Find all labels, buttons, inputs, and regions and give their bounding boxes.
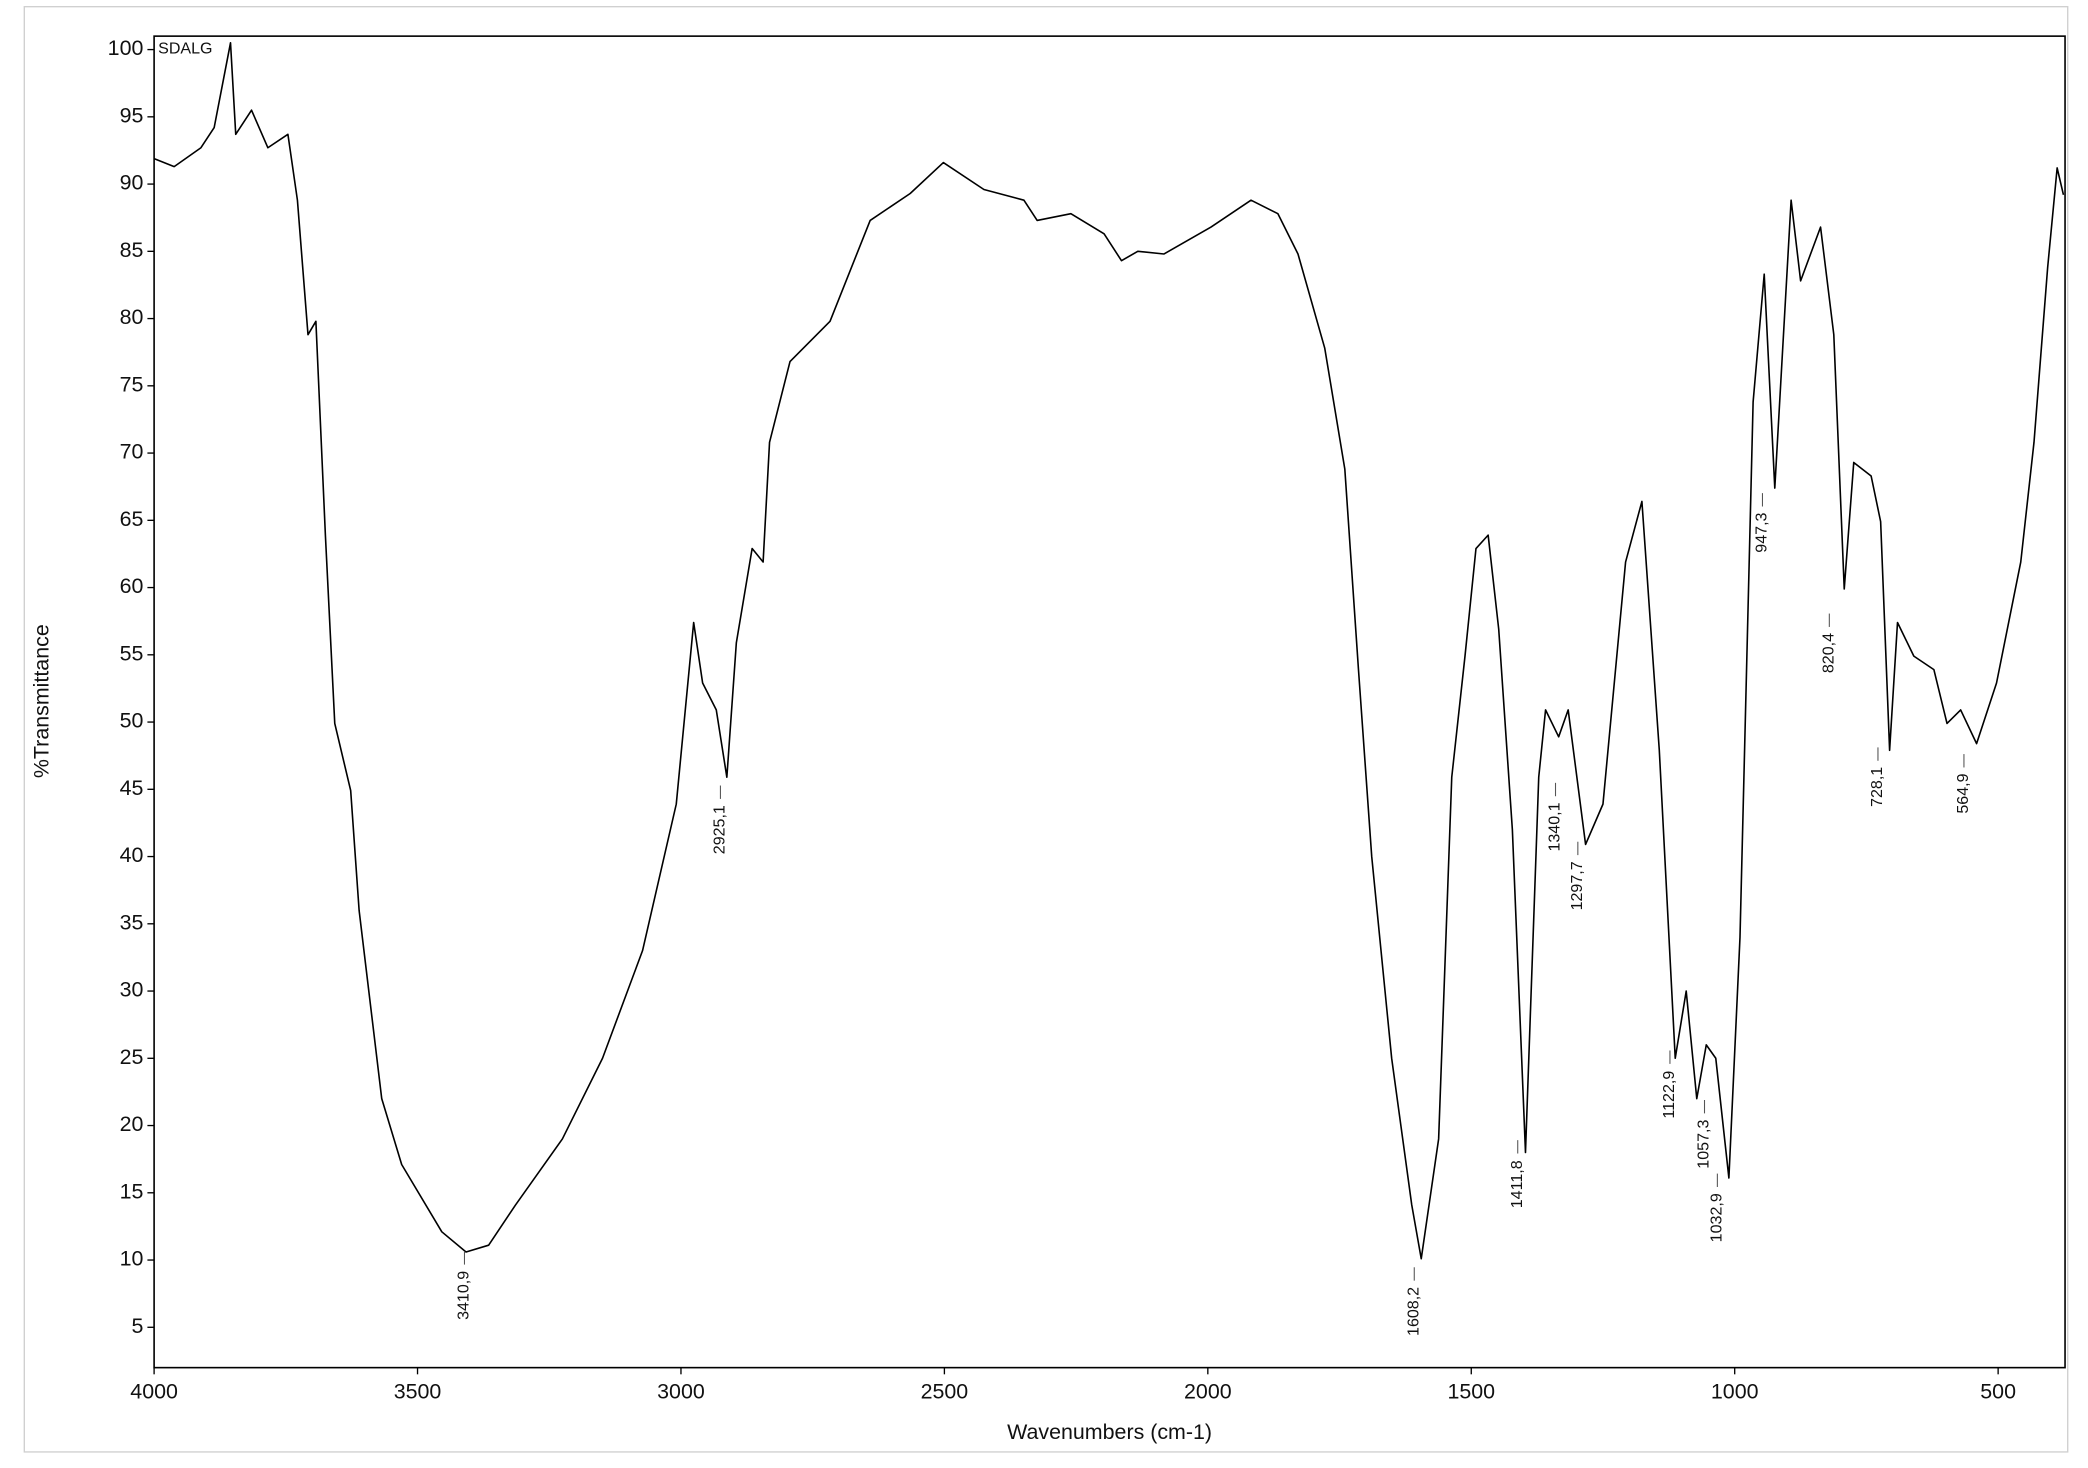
y-tick-label: 30 (120, 978, 144, 1002)
sample-label: SDALG (158, 40, 212, 58)
x-tick-label: 3000 (657, 1380, 705, 1404)
x-axis-label: Wavenumbers (cm-1) (1007, 1420, 1212, 1444)
plot-frame (153, 35, 2066, 1369)
peak-label: 1032,9 (1708, 1193, 1726, 1242)
x-tick-label: 1000 (1711, 1380, 1759, 1404)
y-tick-label: 45 (120, 776, 144, 800)
y-tick-label: 25 (120, 1045, 144, 1069)
y-tick-label: 75 (120, 372, 144, 396)
y-tick-label: 55 (120, 641, 144, 665)
y-tick-label: 5 (131, 1314, 143, 1338)
y-tick-label: 100 (108, 36, 144, 60)
x-tick-label: 1500 (1447, 1380, 1495, 1404)
peak-label: 1297,7 (1568, 861, 1586, 910)
y-tick-label: 50 (120, 709, 144, 733)
x-tick-label: 2000 (1184, 1380, 1232, 1404)
y-tick-label: 80 (120, 305, 144, 329)
peak-label: 2925,1 (711, 805, 729, 854)
y-tick-label: 15 (120, 1179, 144, 1203)
peak-label: 3410,9 (455, 1271, 473, 1320)
y-tick-label: 20 (120, 1112, 144, 1136)
y-tick-label: 85 (120, 238, 144, 262)
outer-frame (23, 6, 2069, 1453)
y-axis-label: %Transmittance (30, 624, 54, 778)
x-tick-label: 2500 (921, 1380, 969, 1404)
peak-label: 1608,2 (1404, 1287, 1422, 1336)
x-tick-label: 3500 (394, 1380, 442, 1404)
peak-label: 1122,9 (1660, 1071, 1678, 1119)
y-tick-label: 65 (120, 507, 144, 531)
y-tick-label: 90 (120, 171, 144, 195)
spectrum-line (153, 42, 2065, 1260)
x-tick-label: 4000 (130, 1380, 178, 1404)
x-tick-label: 500 (1980, 1380, 2016, 1404)
peak-label: 947,3 (1753, 512, 1771, 552)
y-tick-label: 60 (120, 574, 144, 598)
y-tick-label: 35 (120, 910, 144, 934)
peak-label: 1057,3 (1695, 1120, 1713, 1169)
peak-label: 564,9 (1954, 773, 1972, 813)
peak-label: 1340,1 (1546, 802, 1564, 851)
y-tick-label: 95 (120, 103, 144, 127)
peak-label: 1411,8 (1508, 1160, 1526, 1208)
y-tick-label: 70 (120, 440, 144, 464)
y-tick-label: 10 (120, 1247, 144, 1271)
peak-label: 728,1 (1868, 767, 1886, 807)
peak-label: 820,4 (1820, 633, 1838, 673)
y-tick-label: 40 (120, 843, 144, 867)
